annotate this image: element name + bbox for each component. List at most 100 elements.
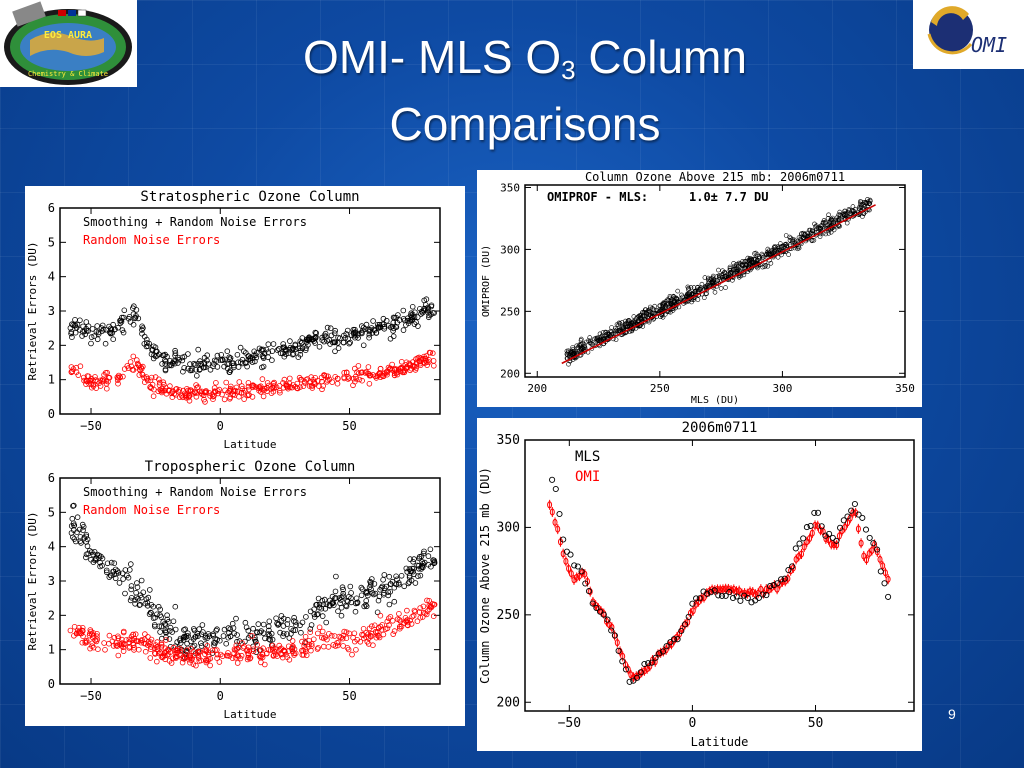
data-point [233,615,239,622]
mls-point [648,659,655,666]
data-point [412,609,419,615]
y-axis-label: OMIPROF (DU) [481,245,492,317]
omi-point [574,573,580,581]
data-point [274,347,281,354]
data-point [410,363,416,369]
data-point [174,639,181,645]
data-point [366,372,373,379]
omi-point [641,667,647,675]
data-point [93,556,99,563]
y-tick-label: 2 [48,608,55,622]
data-point [430,613,437,620]
data-point [280,630,287,637]
data-point [342,335,349,341]
data-point [403,322,409,328]
scatter-point [757,255,763,260]
scatter-point [783,241,789,247]
data-point [312,335,319,342]
scatter-point [607,333,613,339]
data-point [162,627,169,634]
omi-point [752,590,758,598]
data-point [290,627,297,634]
fit-line [561,204,876,365]
scatter-point [645,308,651,313]
data-point [226,360,232,367]
data-point [364,592,371,599]
mls-point [803,524,810,531]
data-point [265,354,271,361]
data-point [319,613,326,619]
scatter-point [716,267,721,273]
y-tick-label: 5 [48,235,55,249]
mls-point [685,613,692,620]
data-point [131,303,137,309]
x-tick-label: 50 [342,419,356,433]
data-point [176,387,183,393]
data-point [104,385,110,392]
data-point [393,581,400,588]
mls-point [652,654,659,661]
data-point [274,653,281,660]
scatter-point [697,287,703,293]
data-point [104,569,110,576]
data-point [361,603,368,610]
mls-point [552,485,559,493]
data-point [80,527,86,533]
data-point [84,543,91,549]
x-axis-label: Latitude [224,708,277,721]
scatter-point [838,212,844,218]
data-point [332,348,338,355]
data-point [200,629,206,635]
scatter-point [600,330,606,335]
data-point [323,619,330,626]
data-point [423,611,430,618]
omi-point [872,541,878,548]
y-tick-label: 200 [497,695,520,710]
mls-point [748,599,755,606]
chart-title: Tropospheric Ozone Column [145,459,356,475]
data-point [145,594,152,601]
data-point [291,618,297,624]
data-point [118,319,125,325]
scatter-point [627,318,632,324]
data-point [386,601,393,608]
data-point [191,390,198,396]
data-point [380,631,387,638]
data-point [75,372,82,378]
data-point [70,534,76,540]
data-point [87,378,93,384]
data-point [202,634,209,641]
data-point [189,655,196,662]
data-point [160,379,167,386]
data-point [400,327,407,333]
mls-point [744,594,751,602]
mls-point [722,592,729,599]
scatter-point [669,301,675,306]
data-point [134,580,140,586]
scatter-point [775,255,781,260]
data-point [229,620,236,627]
data-point [332,327,339,334]
data-point [246,386,252,393]
scatter-point [845,209,851,215]
data-point [179,357,186,364]
data-point [119,570,126,577]
data-point [380,315,387,322]
data-point [275,621,282,627]
data-point [325,644,332,650]
plot-frame [524,184,906,378]
data-point [385,615,392,622]
data-point [231,646,238,653]
scatter-point [772,244,778,249]
mls-point [641,660,648,668]
mls-point [556,510,563,518]
data-point [182,634,189,640]
data-point [265,623,272,630]
plot-frame [524,439,915,712]
data-point [370,591,377,598]
data-point [76,526,83,533]
data-point [126,315,132,322]
data-point [241,396,247,402]
data-point [114,374,121,381]
scatter-point [867,198,873,204]
